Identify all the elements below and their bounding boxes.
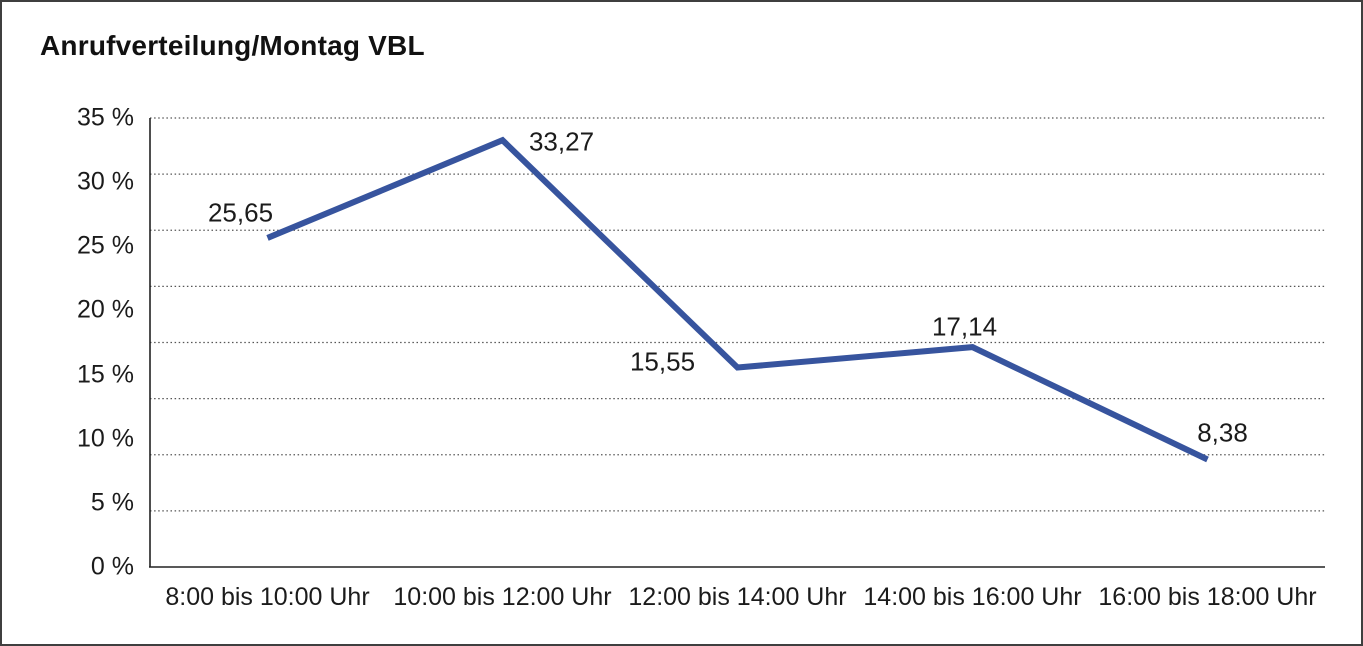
x-axis-tick-label: 10:00 bis 12:00 Uhr	[393, 583, 612, 611]
data-line	[266, 136, 1209, 463]
y-axis-tick-label: 15 %	[77, 360, 134, 389]
gridlines-group	[150, 117, 1325, 512]
x-axis-tick-label: 12:00 bis 14:00 Uhr	[628, 583, 847, 611]
data-point-label: 8,38	[1197, 417, 1248, 448]
y-axis-tick-label: 35 %	[77, 103, 134, 132]
y-axis-tick-label: 30 %	[77, 167, 134, 196]
chart-title: Anrufverteilung/Montag VBL	[40, 30, 425, 61]
y-axis-tick-label: 10 %	[77, 424, 134, 453]
y-axis-tick-label: 5 %	[90, 488, 134, 517]
series-group	[266, 136, 1209, 463]
data-point-label: 33,27	[528, 126, 595, 157]
x-axis-tick-label: 16:00 bis 18:00 Uhr	[1098, 583, 1317, 611]
y-axis-tick-label: 20 %	[77, 295, 134, 324]
axes-group	[149, 118, 1325, 568]
data-point-label: 17,14	[931, 311, 998, 342]
y-axis-tick-label: 0 %	[90, 552, 134, 581]
data-point-label: 15,55	[629, 346, 696, 377]
y-axis-tick-label: 25 %	[77, 231, 134, 260]
x-axis-tick-label: 14:00 bis 16:00 Uhr	[863, 583, 1082, 611]
data-point-label: 25,65	[207, 197, 274, 228]
x-axis-tick-label: 8:00 bis 10:00 Uhr	[165, 583, 370, 611]
